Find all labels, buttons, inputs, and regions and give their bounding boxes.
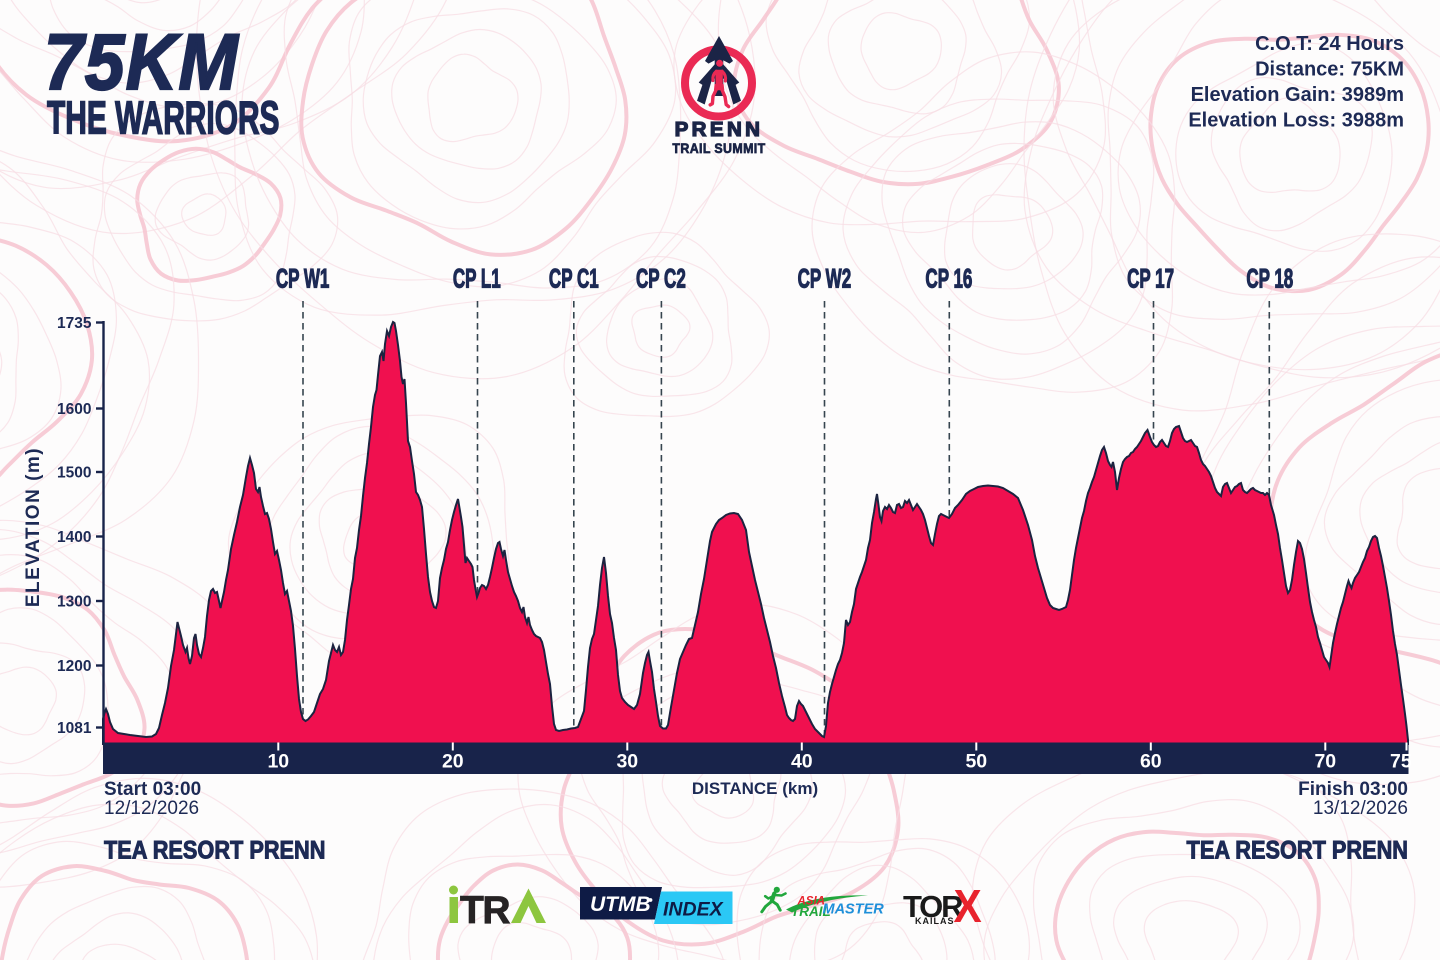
svg-text:50: 50 bbox=[965, 751, 987, 773]
svg-text:TOR: TOR bbox=[903, 889, 963, 924]
svg-text:60: 60 bbox=[1140, 751, 1162, 773]
svg-text:13/12/2026: 13/12/2026 bbox=[1313, 798, 1408, 819]
svg-text:70: 70 bbox=[1314, 751, 1336, 773]
svg-text:Elevation Gain: 3989m: Elevation Gain: 3989m bbox=[1191, 84, 1404, 106]
svg-text:TRAIL SUMMIT: TRAIL SUMMIT bbox=[672, 141, 765, 157]
svg-text:DISTANCE (km): DISTANCE (km) bbox=[692, 779, 818, 798]
svg-text:X: X bbox=[954, 881, 983, 932]
svg-text:20: 20 bbox=[442, 751, 464, 773]
svg-text:10: 10 bbox=[267, 751, 289, 773]
svg-text:THE WARRIORS: THE WARRIORS bbox=[47, 93, 279, 144]
svg-text:CP 18: CP 18 bbox=[1246, 264, 1293, 294]
svg-text:CP C1: CP C1 bbox=[549, 264, 599, 294]
svg-text:TRAIL: TRAIL bbox=[791, 904, 831, 919]
svg-text:MASTER: MASTER bbox=[823, 902, 885, 918]
svg-text:TR: TR bbox=[460, 889, 510, 932]
svg-text:1300: 1300 bbox=[57, 594, 91, 611]
svg-text:40: 40 bbox=[791, 751, 813, 773]
svg-text:CP L1: CP L1 bbox=[453, 264, 501, 294]
svg-text:C.O.T: 24 Hours: C.O.T: 24 Hours bbox=[1255, 33, 1404, 55]
svg-text:CP W2: CP W2 bbox=[798, 264, 852, 294]
svg-text:1600: 1600 bbox=[57, 401, 91, 418]
svg-text:TEA RESORT PRENN: TEA RESORT PRENN bbox=[1187, 836, 1408, 864]
svg-text:KAILAS: KAILAS bbox=[915, 916, 955, 926]
svg-text:CP C2: CP C2 bbox=[636, 264, 686, 294]
svg-text:12/12/2026: 12/12/2026 bbox=[104, 798, 199, 819]
svg-text:1400: 1400 bbox=[57, 529, 91, 546]
svg-text:1200: 1200 bbox=[57, 658, 91, 675]
svg-text:INDEX: INDEX bbox=[663, 899, 724, 921]
svg-text:Start 03:00: Start 03:00 bbox=[104, 779, 201, 800]
svg-text:ELEVATION (m): ELEVATION (m) bbox=[23, 447, 44, 607]
svg-text:1500: 1500 bbox=[57, 465, 91, 482]
svg-text:75KM: 75KM bbox=[44, 18, 239, 106]
svg-text:TEA RESORT PRENN: TEA RESORT PRENN bbox=[104, 836, 325, 864]
svg-text:30: 30 bbox=[616, 751, 638, 773]
svg-text:1081: 1081 bbox=[57, 720, 92, 737]
svg-text:CP W1: CP W1 bbox=[276, 264, 330, 294]
svg-text:75: 75 bbox=[1390, 751, 1412, 773]
svg-text:UTMB: UTMB bbox=[590, 893, 651, 916]
svg-text:CP 17: CP 17 bbox=[1127, 264, 1174, 294]
svg-text:Finish 03:00: Finish 03:00 bbox=[1298, 779, 1408, 800]
svg-text:ASIA: ASIA bbox=[797, 896, 825, 908]
svg-text:1735: 1735 bbox=[57, 315, 92, 332]
svg-text:PRENN: PRENN bbox=[675, 118, 764, 141]
svg-text:Elevation Loss: 3988m: Elevation Loss: 3988m bbox=[1188, 110, 1404, 132]
svg-text:CP 16: CP 16 bbox=[925, 264, 972, 294]
svg-text:Distance: 75KM: Distance: 75KM bbox=[1255, 59, 1404, 81]
